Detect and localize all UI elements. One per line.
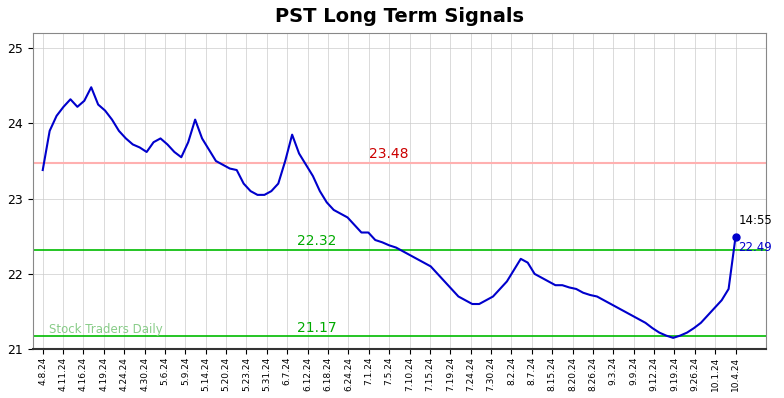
Text: 21.17: 21.17 xyxy=(297,321,337,335)
Text: 22.32: 22.32 xyxy=(297,234,337,248)
Text: 14:55: 14:55 xyxy=(739,214,772,227)
Text: 23.48: 23.48 xyxy=(368,147,408,161)
Text: 22.49: 22.49 xyxy=(739,241,772,254)
Text: Stock Traders Daily: Stock Traders Daily xyxy=(49,323,162,336)
Title: PST Long Term Signals: PST Long Term Signals xyxy=(275,7,524,26)
